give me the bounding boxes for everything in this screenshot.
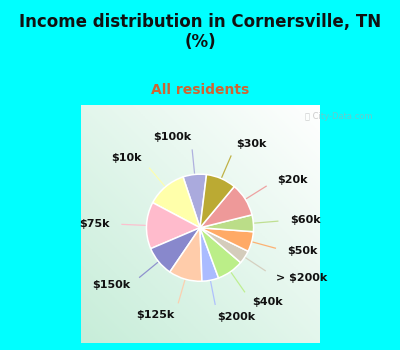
Text: $30k: $30k bbox=[236, 139, 266, 149]
Text: $200k: $200k bbox=[218, 312, 256, 322]
Text: $60k: $60k bbox=[290, 215, 321, 225]
Wedge shape bbox=[200, 175, 234, 228]
Wedge shape bbox=[200, 228, 218, 281]
Wedge shape bbox=[200, 215, 254, 232]
Wedge shape bbox=[200, 228, 254, 251]
Text: $40k: $40k bbox=[252, 297, 282, 307]
Text: > $200k: > $200k bbox=[276, 273, 327, 282]
Wedge shape bbox=[183, 174, 206, 228]
Text: $50k: $50k bbox=[288, 246, 318, 257]
Text: $20k: $20k bbox=[277, 175, 307, 184]
Text: $75k: $75k bbox=[79, 219, 109, 229]
Text: $100k: $100k bbox=[153, 132, 191, 142]
Wedge shape bbox=[200, 228, 241, 278]
Wedge shape bbox=[151, 228, 200, 272]
Wedge shape bbox=[200, 187, 252, 228]
Wedge shape bbox=[200, 228, 248, 262]
Text: All residents: All residents bbox=[151, 83, 249, 97]
Text: Income distribution in Cornersville, TN
(%): Income distribution in Cornersville, TN … bbox=[19, 13, 381, 51]
Wedge shape bbox=[170, 228, 202, 281]
Text: $125k: $125k bbox=[137, 310, 175, 320]
Text: $10k: $10k bbox=[111, 154, 141, 163]
Text: ⓘ City-Data.com: ⓘ City-Data.com bbox=[306, 112, 373, 121]
Wedge shape bbox=[146, 203, 200, 248]
Text: $150k: $150k bbox=[92, 280, 130, 290]
Wedge shape bbox=[153, 177, 200, 228]
